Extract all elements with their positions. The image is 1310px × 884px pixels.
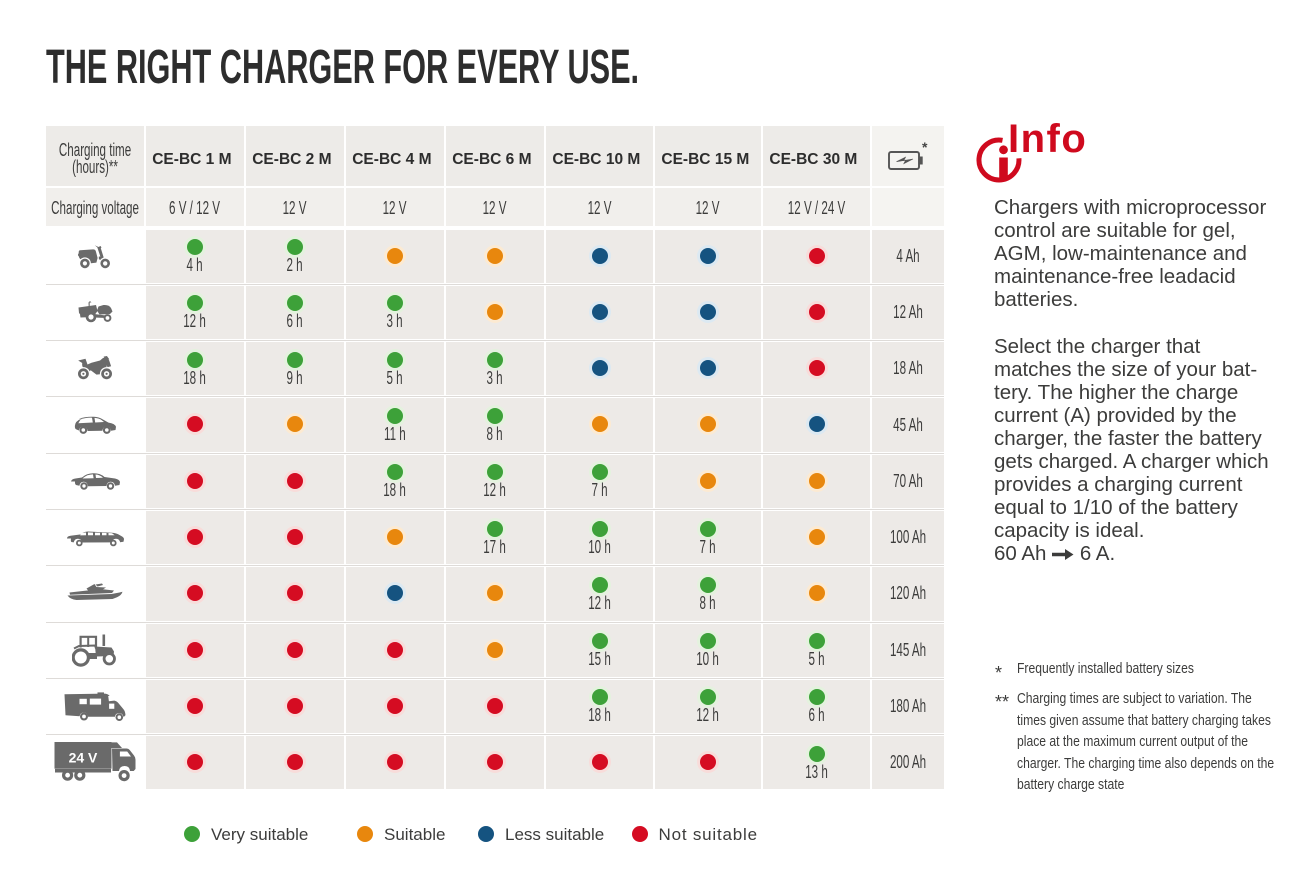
svg-text:24 V: 24 V xyxy=(69,750,98,766)
svg-text:*: * xyxy=(922,141,928,155)
